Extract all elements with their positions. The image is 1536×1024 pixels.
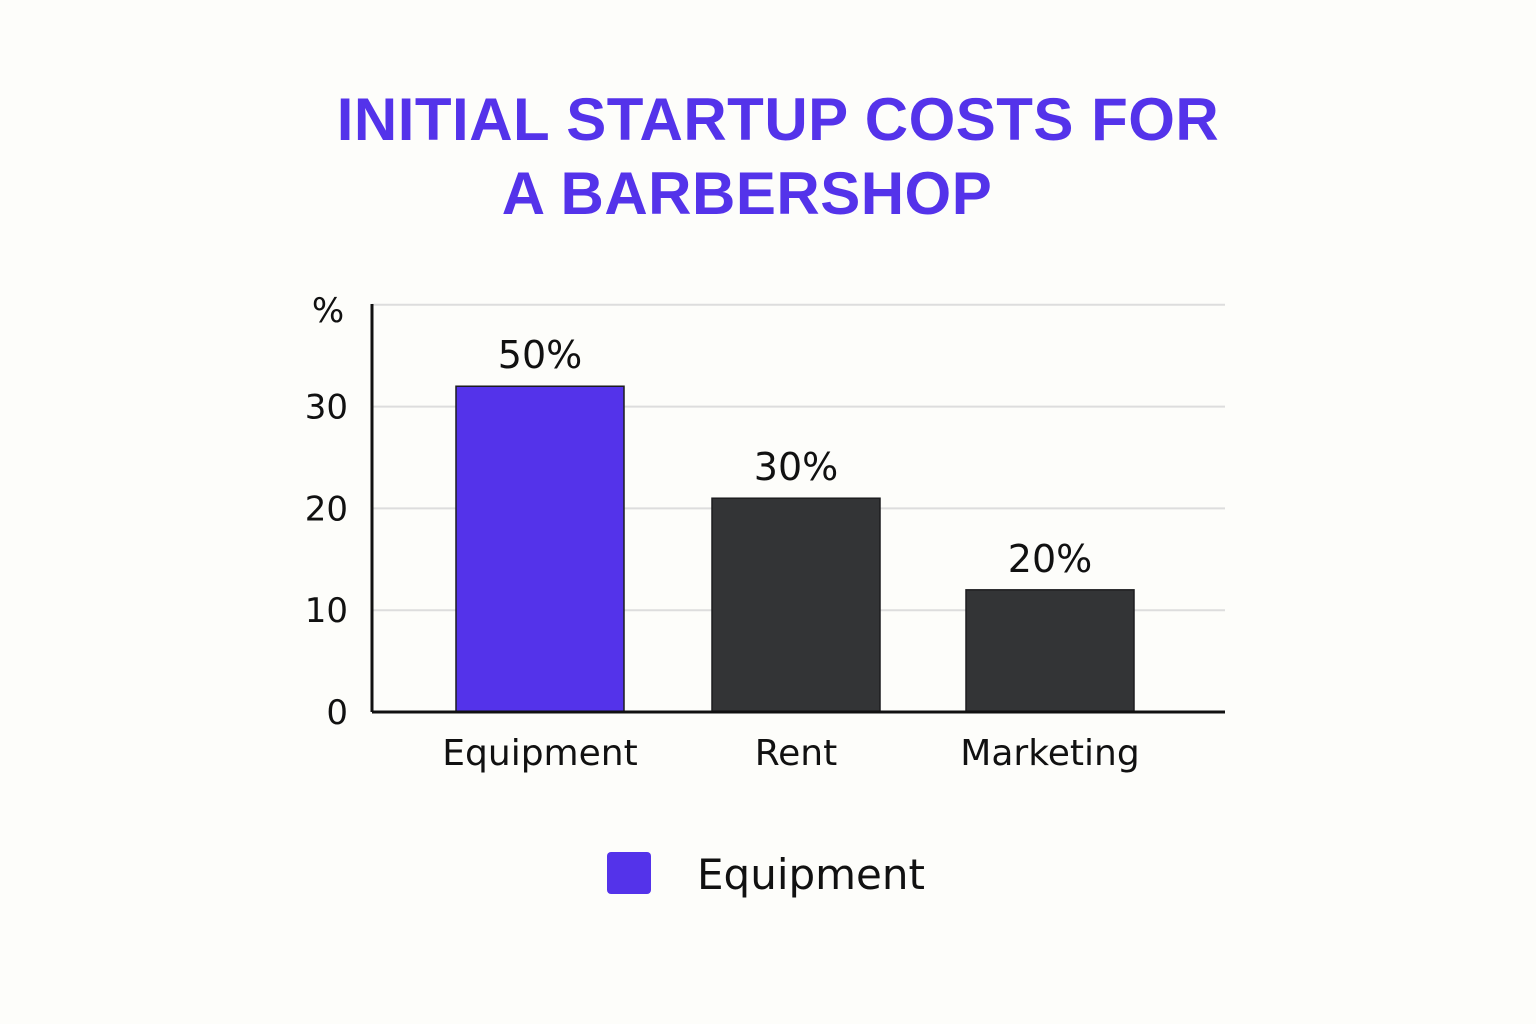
bar-equipment [455,385,625,713]
category-label-equipment: Equipment [442,733,637,774]
bar-marketing [965,589,1135,713]
chart-title-line-2: A BARBERSHOP [502,160,992,227]
legend-swatch [607,852,651,894]
data-label-marketing: 20% [1008,537,1092,581]
category-label-marketing: Marketing [960,733,1139,774]
bar-rent [711,497,881,713]
data-label-rent: 30% [754,445,838,489]
chart-title-line-1: INITIAL STARTUP COSTS FOR [337,86,1220,153]
legend-label: Equipment [697,850,925,899]
category-labels: Equipment Rent Marketing [442,733,1139,774]
data-labels: 50% 30% 20% [498,333,1092,581]
y-tick-labels: 0 10 20 30 [305,388,348,733]
y-axis-unit-label: % [312,291,344,331]
y-tick-label: 30 [305,388,348,428]
y-tick-label: 10 [305,591,348,631]
legend: Equipment [607,850,925,899]
category-label-rent: Rent [755,733,837,774]
y-tick-label: 0 [326,693,348,733]
data-label-equipment: 50% [498,333,582,377]
y-tick-label: 20 [305,489,348,529]
